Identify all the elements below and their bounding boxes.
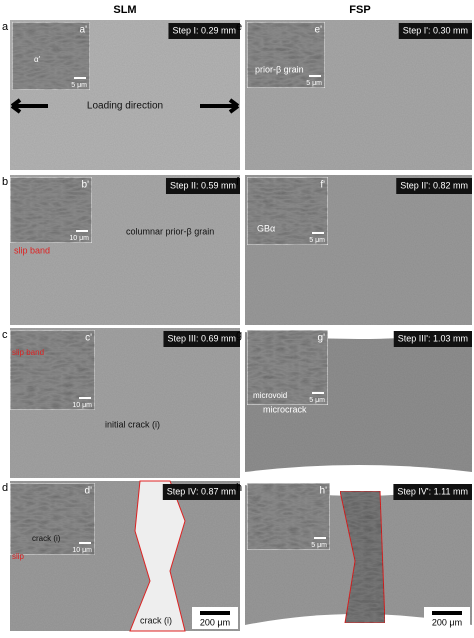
panel: h h' 5 μm Step IV': 1.11 mm 200 μm [236,481,472,631]
annotation: columnar prior-β grain [126,226,214,236]
column-title: FSP [349,4,370,16]
panel: b b' 10 μm Step II: 0.59 mm slip band columna… [2,175,240,325]
inset-label: f' [320,180,325,191]
annotation: crack (i) [140,615,172,625]
scale-label: 200 μm [432,617,462,627]
step-label: Step II': 0.82 mm [400,180,468,190]
annotation: prior-β grain [255,64,304,74]
specimen-edge [245,465,472,478]
loading-arrow [10,98,48,114]
inset-label: c' [85,333,92,344]
crack [339,490,386,624]
inset [246,21,326,89]
inset-label: b' [82,180,90,191]
panel: f f' 5 μm Step II': 0.82 mm GBα [236,175,472,325]
inset [11,21,91,91]
step-label: Step II: 0.59 mm [170,180,236,190]
inset-label: h' [320,486,328,497]
inset [246,482,331,551]
panel-label: g [236,329,242,341]
inset [9,329,96,411]
panel: g g' 5 μm Step III': 1.03 mm microvoid microc… [236,328,472,478]
column-title: SLM [113,4,136,16]
step-box [398,23,472,39]
step-box [396,178,472,194]
annotation: microcrack [263,404,307,414]
step-box [165,178,240,194]
inset-label: a' [80,25,88,36]
inset-scale: 5 μm [71,82,87,89]
annotation: Loading direction [87,101,163,112]
step-box [163,331,240,347]
inset-scale: 5 μm [306,80,322,87]
panel: a a' 5 μm Step I: 0.29 mm α' Loading directio… [2,20,240,170]
panel-label: a [2,21,9,33]
panel: e e' 5 μm Step I': 0.30 mm prior-β grain [236,20,472,170]
inset-scale: 5 μm [309,397,325,404]
step-box [393,331,472,347]
panel-label: d [2,482,8,494]
inset-label: g' [318,333,326,344]
panel-label: f [236,176,240,188]
inset [9,482,96,556]
step-box [162,484,240,500]
step-label: Step I': 0.30 mm [403,25,468,35]
inset [9,176,93,244]
scale-label: 200 μm [200,617,230,627]
inset-label: d' [85,486,93,497]
inset-label: e' [315,25,323,36]
panel: c c' 10 μm Step III: 0.69 mm slip band initia… [2,328,240,478]
annotation: initial crack (i) [105,419,160,429]
inset-scale: 5 μm [311,542,327,549]
step-box [168,23,240,39]
annotation: GBα [257,223,275,233]
inset-scale: 10 μm [69,235,89,242]
annotation: α' [34,55,41,64]
panel-label: e [236,21,242,33]
inset [246,176,329,246]
annotation: slip band [14,245,50,255]
panel-label: b [2,176,8,188]
annotation: microvoid [253,391,287,400]
step-box [393,484,472,500]
inset-scale: 10 μm [72,547,92,554]
annotation: slip band [12,348,44,357]
step-label: Step I: 0.29 mm [172,25,236,35]
step-label: Step IV': 1.11 mm [397,486,468,496]
panel-label: c [2,329,8,341]
step-label: Step IV: 0.87 mm [167,486,236,496]
step-label: Step III': 1.03 mm [398,333,468,343]
annotation: crack (i) [32,534,61,543]
annotation: slip [12,552,25,561]
loading-arrow [200,98,240,114]
panel-label: h [236,482,242,494]
inset-scale: 5 μm [309,237,325,244]
inset-scale: 10 μm [72,402,92,409]
step-label: Step III: 0.69 mm [167,333,236,343]
